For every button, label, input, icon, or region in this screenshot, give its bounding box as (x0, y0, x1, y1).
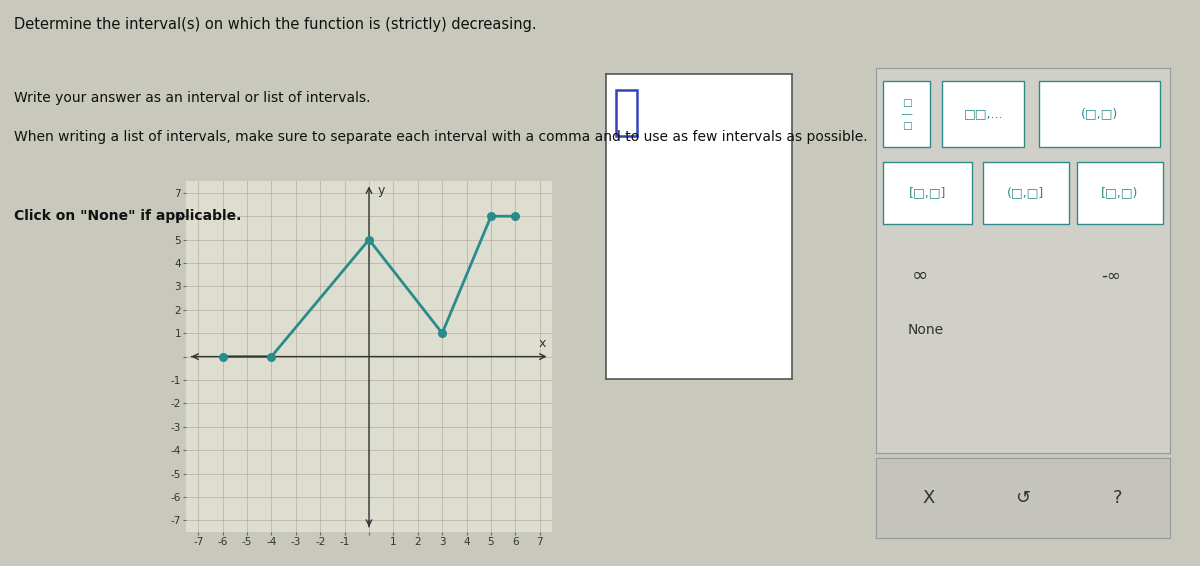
Text: Click on "None" if applicable.: Click on "None" if applicable. (14, 209, 241, 224)
FancyBboxPatch shape (883, 162, 972, 224)
Text: X: X (923, 489, 935, 507)
Text: [□,□]: [□,□] (908, 187, 946, 199)
FancyBboxPatch shape (1078, 162, 1163, 224)
Text: x: x (539, 337, 546, 350)
Text: [□,□): [□,□) (1102, 187, 1139, 199)
FancyBboxPatch shape (942, 82, 1025, 147)
Text: □□,...: □□,... (964, 108, 1003, 121)
Text: -∞: -∞ (1102, 267, 1121, 285)
Text: □
―
□: □ ― □ (901, 97, 912, 131)
Text: Determine the interval(s) on which the function is (strictly) decreasing.: Determine the interval(s) on which the f… (14, 17, 538, 32)
Text: y: y (378, 184, 385, 197)
FancyBboxPatch shape (1039, 82, 1159, 147)
Text: None: None (908, 323, 944, 337)
Text: Write your answer as an interval or list of intervals.: Write your answer as an interval or list… (14, 91, 371, 105)
Text: ∞: ∞ (912, 266, 929, 285)
Text: (□,□): (□,□) (1081, 108, 1118, 121)
Text: ↺: ↺ (1015, 489, 1031, 507)
Text: ?: ? (1112, 489, 1122, 507)
FancyBboxPatch shape (617, 91, 637, 136)
Text: When writing a list of intervals, make sure to separate each interval with a com: When writing a list of intervals, make s… (14, 130, 868, 144)
FancyBboxPatch shape (983, 162, 1068, 224)
Text: (□,□]: (□,□] (1007, 187, 1044, 199)
FancyBboxPatch shape (883, 82, 930, 147)
